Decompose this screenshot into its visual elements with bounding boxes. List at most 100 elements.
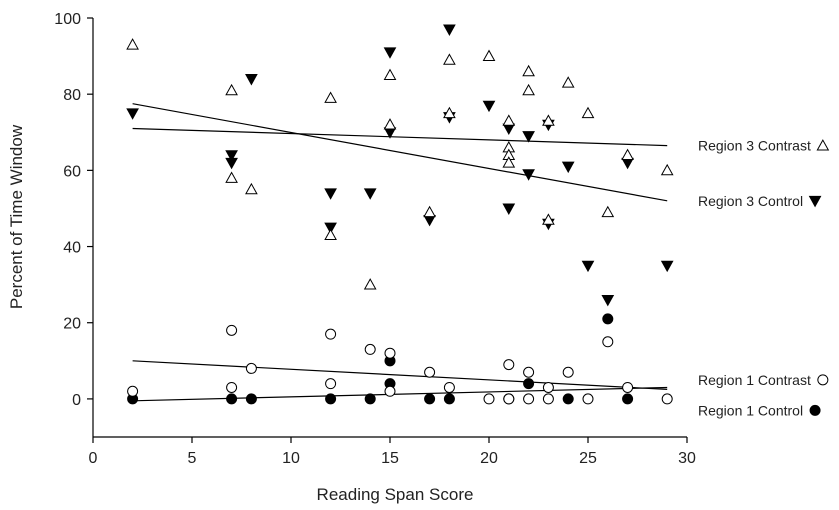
data-point xyxy=(601,294,615,307)
data-point xyxy=(602,336,614,348)
data-point xyxy=(383,47,397,59)
data-point xyxy=(502,114,516,126)
data-point xyxy=(424,393,436,405)
data-point xyxy=(384,347,396,359)
x-tick-label: 30 xyxy=(678,450,696,467)
data-point xyxy=(503,393,515,405)
data-point xyxy=(660,163,674,176)
data-point xyxy=(126,108,139,120)
x-axis-label: Reading Span Score xyxy=(317,485,474,504)
data-point xyxy=(245,74,258,86)
data-point xyxy=(364,393,376,405)
data-point xyxy=(581,106,595,119)
data-point xyxy=(542,114,555,126)
y-tick-label: 20 xyxy=(63,316,81,333)
data-point xyxy=(522,131,535,143)
data-points xyxy=(126,24,674,405)
data-point xyxy=(364,343,376,355)
fit-line xyxy=(132,127,668,147)
y-axis-label: Percent of Time Window xyxy=(7,124,26,309)
data-point xyxy=(523,378,535,390)
data-point xyxy=(562,393,574,405)
y-tick-label: 0 xyxy=(72,392,81,409)
x-tick-label: 25 xyxy=(579,450,597,467)
data-point xyxy=(383,118,397,130)
data-point xyxy=(443,53,456,65)
data-point xyxy=(363,188,377,200)
data-point xyxy=(562,366,574,378)
data-point xyxy=(245,362,257,374)
data-point xyxy=(502,156,516,168)
legend-marker xyxy=(809,404,821,416)
data-point xyxy=(363,278,377,290)
data-point xyxy=(423,205,436,218)
data-point xyxy=(245,182,258,195)
data-point xyxy=(542,393,554,405)
data-point xyxy=(502,203,516,215)
data-point xyxy=(660,260,674,273)
data-point xyxy=(561,161,575,174)
data-point xyxy=(245,393,257,405)
data-point xyxy=(602,313,614,325)
data-point xyxy=(325,328,337,340)
data-point xyxy=(443,106,456,119)
data-point xyxy=(443,24,456,36)
data-point xyxy=(127,385,139,397)
x-tick-label: 15 xyxy=(381,450,399,467)
data-point xyxy=(522,83,535,96)
data-point xyxy=(622,381,634,393)
legend-label: Region 1 Control xyxy=(698,402,803,418)
legend-label: Region 3 Control xyxy=(698,193,803,209)
data-point xyxy=(126,38,139,50)
y-tick-label: 60 xyxy=(63,163,81,180)
x-tick-label: 0 xyxy=(89,450,98,467)
legend-marker xyxy=(808,195,822,208)
fit-lines xyxy=(132,103,668,402)
data-point xyxy=(482,49,496,61)
data-point xyxy=(661,393,673,405)
data-point xyxy=(324,222,337,235)
data-point xyxy=(383,68,397,81)
legend-marker xyxy=(816,139,830,151)
data-point xyxy=(225,171,238,183)
y-tick-label: 40 xyxy=(63,240,81,257)
data-point xyxy=(561,76,575,88)
data-point xyxy=(226,324,238,336)
data-point xyxy=(443,381,455,393)
x-axis: 0 5 10 15 20 25 30 xyxy=(89,436,696,467)
y-tick-label: 100 xyxy=(54,11,81,28)
data-point xyxy=(325,393,337,405)
data-point xyxy=(601,205,615,218)
y-tick-label: 80 xyxy=(63,87,81,104)
data-point xyxy=(582,393,594,405)
data-point xyxy=(482,100,496,113)
x-tick-label: 20 xyxy=(480,450,498,467)
data-point xyxy=(324,91,337,103)
legend-label: Region 1 Contrast xyxy=(698,372,811,388)
data-point xyxy=(384,385,396,397)
data-point xyxy=(324,228,337,241)
data-point xyxy=(522,169,535,181)
data-point xyxy=(443,393,455,405)
data-point xyxy=(622,393,634,405)
data-point xyxy=(542,381,554,393)
data-point xyxy=(542,213,555,225)
legend: Region 3 Contrast Region 3 Control Region … xyxy=(698,138,830,418)
data-point xyxy=(225,157,238,170)
data-point xyxy=(522,64,535,77)
fit-line xyxy=(132,386,668,402)
data-point xyxy=(225,83,238,96)
x-tick-label: 10 xyxy=(282,450,300,467)
data-point xyxy=(483,393,495,405)
data-point xyxy=(503,359,515,371)
data-point xyxy=(424,366,436,378)
x-tick-label: 5 xyxy=(188,450,197,467)
data-point xyxy=(225,150,238,162)
data-point xyxy=(226,381,238,393)
data-point xyxy=(523,366,535,378)
legend-label: Region 3 Contrast xyxy=(698,138,811,154)
data-point xyxy=(226,393,238,405)
data-point xyxy=(523,393,535,405)
data-point xyxy=(324,188,337,200)
